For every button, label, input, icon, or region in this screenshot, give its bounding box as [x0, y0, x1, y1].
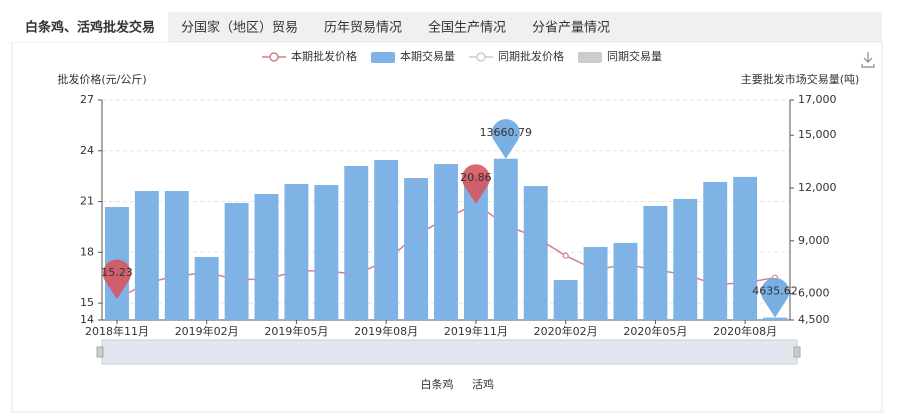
- toggle[interactable]: 白条鸡: [421, 377, 454, 391]
- bar: [434, 164, 458, 320]
- x-tick-label: 2020年08月: [713, 324, 777, 338]
- bar: [374, 160, 399, 320]
- tab-active-bg: [12, 12, 168, 42]
- y2-tick-label: 15,000: [798, 128, 837, 141]
- legend-swatch: [371, 52, 395, 63]
- tab[interactable]: 分国家（地区）贸易: [181, 20, 298, 36]
- bar: [134, 190, 159, 320]
- x-tick-label: 2019年08月: [354, 324, 418, 338]
- bar: [404, 177, 429, 320]
- zoom-handle[interactable]: [96, 346, 104, 358]
- bar: [224, 202, 249, 320]
- legend-swatch: [578, 52, 602, 63]
- y-tick-label: 21: [80, 195, 94, 208]
- legend-swatch: [269, 52, 279, 62]
- y2-tick-label: 9,000: [798, 234, 830, 247]
- legend-label[interactable]: 本期交易量: [400, 49, 455, 63]
- bar: [493, 158, 518, 320]
- legend-label[interactable]: 同期交易量: [607, 49, 662, 63]
- mark-pin: [461, 164, 490, 204]
- mark-pin-label: 15.23: [101, 266, 133, 279]
- bar: [703, 182, 728, 320]
- bar: [673, 198, 698, 320]
- zoom-handle[interactable]: [793, 346, 801, 358]
- legend-label[interactable]: 本期批发价格: [291, 49, 357, 63]
- y-tick-label: 18: [80, 245, 94, 258]
- bar: [583, 246, 608, 320]
- x-tick-label: 2019年05月: [264, 324, 328, 338]
- y-axis-title: 批发价格(元/公斤): [57, 72, 146, 86]
- download-icon[interactable]: [861, 52, 875, 68]
- y-tick-label: 27: [80, 93, 94, 106]
- point: [562, 252, 569, 259]
- y2-axis-title: 主要批发市场交易量(吨): [741, 72, 860, 86]
- x-tick-label: 2020年02月: [534, 324, 598, 338]
- zoom-slider[interactable]: [101, 339, 798, 365]
- bar: [164, 190, 189, 320]
- y-tick-label: 15: [80, 296, 94, 309]
- y-tick-label: 14: [80, 313, 94, 326]
- bar: [314, 185, 339, 320]
- y2-tick-label: 12,000: [798, 181, 837, 194]
- bar: [284, 183, 309, 320]
- mark-pin: [491, 119, 520, 159]
- bar: [553, 280, 578, 320]
- bar: [643, 205, 668, 320]
- mark-pin: [761, 277, 790, 318]
- mark-pin: [102, 259, 131, 300]
- mark-pin-label: 4635.62: [752, 285, 798, 298]
- bar: [733, 176, 758, 320]
- y2-tick-label: 4,500: [798, 313, 830, 326]
- mark-pin-label: 20.86: [460, 171, 492, 184]
- tab[interactable]: 全国生产情况: [428, 20, 506, 36]
- y-tick-label: 24: [80, 144, 94, 157]
- bar: [344, 166, 369, 320]
- y2-tick-label: 17,000: [798, 93, 837, 106]
- tab[interactable]: 分省产量情况: [532, 21, 610, 36]
- x-tick-label: 2019年11月: [444, 324, 508, 338]
- legend-label[interactable]: 同期批发价格: [498, 49, 564, 63]
- y2-tick-label: 6,000: [798, 287, 830, 300]
- mark-pin-label: 13660.79: [480, 126, 533, 139]
- bar: [194, 256, 219, 320]
- bar: [254, 193, 279, 320]
- bar: [763, 317, 788, 320]
- toggle[interactable]: 活鸡: [472, 377, 494, 391]
- bar: [523, 186, 548, 320]
- x-tick-label: 2019年02月: [175, 324, 239, 338]
- legend-swatch: [476, 52, 486, 62]
- x-tick-label: 2020年05月: [623, 324, 687, 338]
- x-tick-label: 2018年11月: [85, 324, 149, 338]
- tab[interactable]: 白条鸡、活鸡批发交易: [25, 20, 155, 36]
- tab[interactable]: 历年贸易情况: [324, 21, 402, 36]
- bar: [463, 174, 488, 320]
- bar: [613, 242, 638, 320]
